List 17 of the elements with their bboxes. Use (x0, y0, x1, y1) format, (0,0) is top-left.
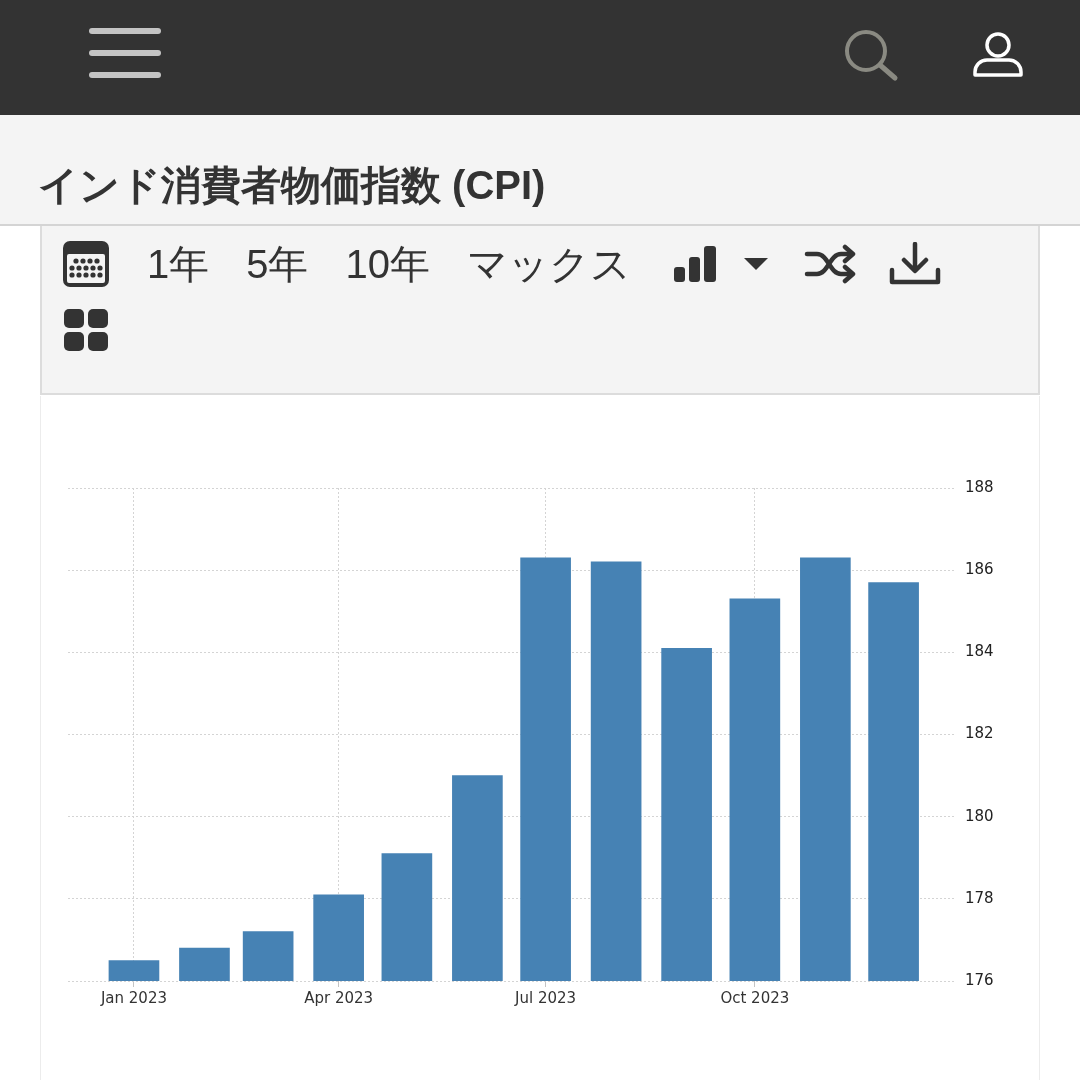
text: 1年 (147, 241, 210, 288)
y-tick-label: 180 (965, 806, 994, 825)
title-bar: インド消費者物価指数 (CPI) (0, 115, 1080, 226)
text: マックス (467, 241, 631, 288)
y-tick-label: 176 (965, 970, 994, 989)
y-tick-label: 178 (965, 888, 994, 907)
x-tick-label: Apr 2023 (304, 988, 374, 1007)
y-tick-label: 188 (965, 477, 994, 496)
y-tick-label: 182 (965, 724, 994, 743)
y-tick-label: 184 (965, 642, 994, 661)
x-tick-label: Jan 2023 (99, 988, 167, 1007)
chart-title: インド消費者物価指数 (CPI) (38, 162, 546, 209)
text: 5年 (246, 241, 309, 288)
x-tick-label: Oct 2023 (720, 988, 790, 1007)
text: 10年 (345, 241, 430, 288)
x-tick-label: Jul 2023 (514, 988, 577, 1007)
y-tick-label: 186 (965, 560, 994, 579)
